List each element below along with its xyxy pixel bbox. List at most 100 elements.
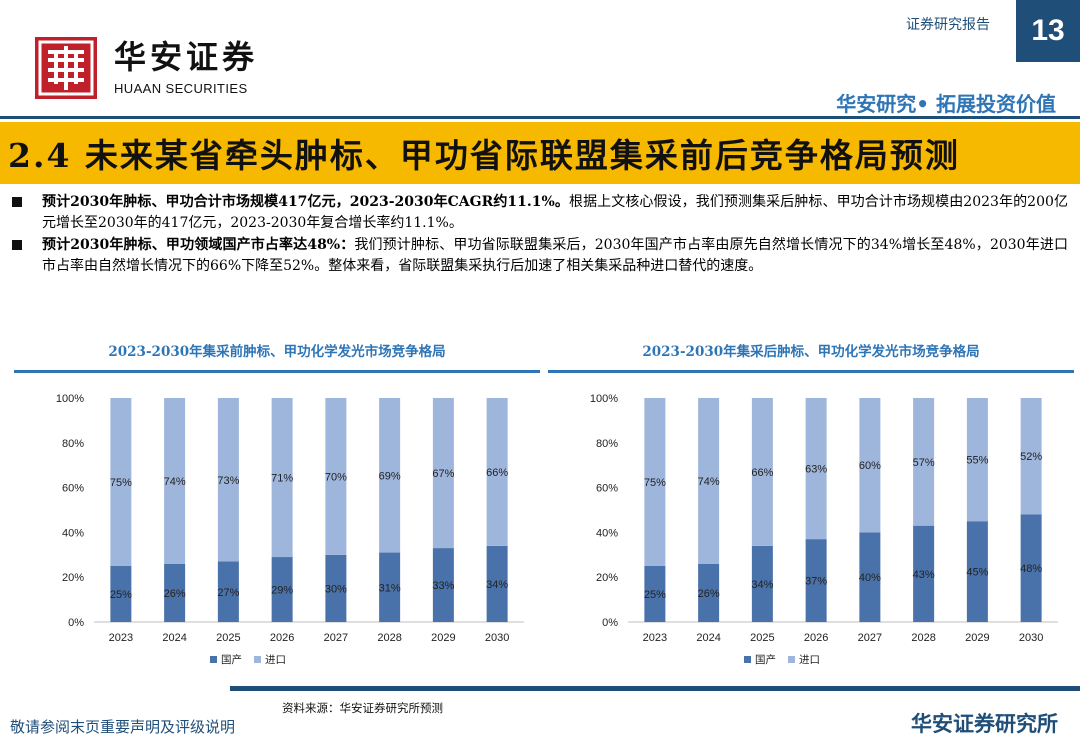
logo-english-name: HUAAN SECURITIES [114, 81, 248, 97]
y-tick-label: 20% [62, 572, 84, 584]
bar-import [379, 398, 401, 553]
data-label-import: 63% [805, 464, 827, 476]
x-tick-label: 2023 [643, 632, 667, 644]
x-tick-label: 2029 [431, 632, 455, 644]
disclaimer-link[interactable]: 敬请参阅末页重要声明及评级说明 [10, 718, 236, 736]
bar-import [966, 398, 988, 522]
y-tick-label: 40% [62, 527, 84, 539]
data-label-domestic: 48% [1020, 563, 1042, 575]
y-tick-label: 20% [596, 572, 618, 584]
bar-domestic [432, 548, 454, 622]
data-label-domestic: 29% [271, 585, 293, 597]
x-tick-label: 2030 [485, 632, 509, 644]
footer-divider [230, 686, 1080, 691]
x-tick-label: 2028 [377, 632, 401, 644]
x-tick-label: 2027 [324, 632, 348, 644]
y-tick-label: 60% [62, 483, 84, 495]
bullet-lead: 预计2030年肿标、甲功领域国产市占率达48%： [42, 237, 355, 253]
data-label-import: 66% [486, 467, 508, 479]
bullet-list: 预计2030年肿标、甲功合计市场规模417亿元，2023-2030年CAGR约1… [12, 192, 1068, 278]
x-tick-label: 2025 [750, 632, 774, 644]
x-tick-label: 2024 [162, 632, 186, 644]
company-logo: 华安证券 HUAAN SECURITIES [34, 36, 258, 100]
bar-import [164, 398, 186, 564]
x-tick-label: 2026 [270, 632, 294, 644]
data-label-import: 69% [379, 470, 401, 482]
bar-domestic [698, 563, 720, 622]
section-title: 2.4 未来某省牵头肿标、甲功省际联盟集采前后竞争格局预测 [8, 136, 960, 175]
bar-domestic [1020, 514, 1042, 622]
bar-domestic [859, 532, 881, 622]
data-label-domestic: 30% [325, 583, 347, 595]
bar-import [913, 398, 935, 526]
x-tick-label: 2027 [858, 632, 882, 644]
data-label-domestic: 31% [379, 582, 401, 594]
bullet-text: 预计2030年肿标、甲功领域国产市占率达48%：我们预计肿标、甲功省际联盟集采后… [42, 235, 1068, 277]
data-label-import: 57% [913, 457, 935, 469]
y-tick-label: 100% [56, 393, 84, 405]
legend-swatch [744, 656, 751, 663]
data-label-import: 70% [325, 471, 347, 483]
bullet-lead: 预计2030年肿标、甲功合计市场规模417亿元，2023-2030年CAGR约1… [42, 194, 569, 210]
bullet-item: 预计2030年肿标、甲功合计市场规模417亿元，2023-2030年CAGR约1… [12, 192, 1068, 234]
chart-panel-after: 2023-2030年集采后肿标、甲功化学发光市场竞争格局 0% 20% 40% 60%… [548, 340, 1074, 670]
report-type-label: 证券研究报告 [906, 17, 990, 33]
bullet-square-icon [12, 240, 22, 250]
bullet-detail: 根据上文核心假设，我们预测集采后肿标、甲功合计市场规模由2023年的200亿元增… [42, 194, 1068, 231]
bar-domestic [805, 539, 827, 622]
bar-import [644, 398, 666, 566]
bar-import [217, 398, 239, 562]
bar-domestic [644, 566, 666, 622]
x-tick-label: 2030 [1019, 632, 1043, 644]
data-label-import: 60% [859, 460, 881, 472]
bar-domestic [913, 525, 935, 622]
legend-swatch [210, 656, 217, 663]
data-label-import: 73% [217, 475, 239, 487]
y-tick-label: 0% [68, 617, 84, 629]
data-label-domestic: 33% [432, 580, 454, 592]
data-label-domestic: 26% [164, 588, 186, 600]
legend-label: 进口 [265, 654, 286, 666]
bullet-text: 预计2030年肿标、甲功合计市场规模417亿元，2023-2030年CAGR约1… [42, 192, 1068, 234]
data-label-domestic: 25% [644, 589, 666, 601]
bar-domestic [271, 557, 293, 622]
bar-import [432, 398, 454, 549]
chart-title: 2023-2030年集采前肿标、甲功化学发光市场竞争格局 [108, 344, 446, 360]
data-label-import: 55% [966, 455, 988, 467]
data-label-import: 74% [698, 476, 720, 488]
stacked-bar-chart-after: 0% 20% 40% 60% 80% 100% 25% 75% 2023 26% 74% 2024 34… [590, 393, 1058, 666]
page-number-badge: 13 [1016, 0, 1080, 62]
chart-title-underline [548, 370, 1074, 373]
y-tick-label: 0% [602, 617, 618, 629]
stacked-bar-chart-before: 0% 20% 40% 60% 80% 100% 25% 75% 2023 26% 74% 2024 27… [56, 393, 524, 666]
data-label-import: 71% [271, 473, 293, 485]
y-tick-label: 60% [596, 483, 618, 495]
bar-import [805, 398, 827, 540]
bar-import [751, 398, 773, 546]
bar-import [110, 398, 132, 566]
data-label-domestic: 40% [859, 572, 881, 584]
x-tick-label: 2025 [216, 632, 240, 644]
data-label-domestic: 37% [805, 576, 827, 588]
chart-panel-before: 2023-2030年集采前肿标、甲功化学发光市场竞争格局 0% 20% 40% 60%… [14, 340, 540, 670]
huaan-seal-icon [35, 37, 97, 99]
data-label-import: 74% [164, 476, 186, 488]
x-tick-label: 2023 [109, 632, 133, 644]
data-label-domestic: 34% [486, 579, 508, 591]
data-label-import: 66% [751, 467, 773, 479]
data-label-domestic: 25% [110, 589, 132, 601]
data-label-import: 52% [1020, 451, 1042, 463]
x-tick-label: 2024 [696, 632, 720, 644]
legend-swatch [254, 656, 261, 663]
slogan: 华安研究• 拓展投资价值 [836, 92, 1056, 116]
x-tick-label: 2029 [965, 632, 989, 644]
header-divider [0, 116, 1080, 119]
bar-import [325, 398, 347, 555]
data-label-domestic: 27% [217, 587, 239, 599]
data-label-domestic: 43% [913, 569, 935, 581]
logo-chinese-name: 华安证券 [114, 37, 259, 76]
bar-domestic [486, 545, 508, 622]
legend-label: 国产 [221, 653, 242, 666]
data-label-import: 75% [644, 477, 666, 489]
bullet-item: 预计2030年肿标、甲功领域国产市占率达48%：我们预计肿标、甲功省际联盟集采后… [12, 235, 1068, 277]
